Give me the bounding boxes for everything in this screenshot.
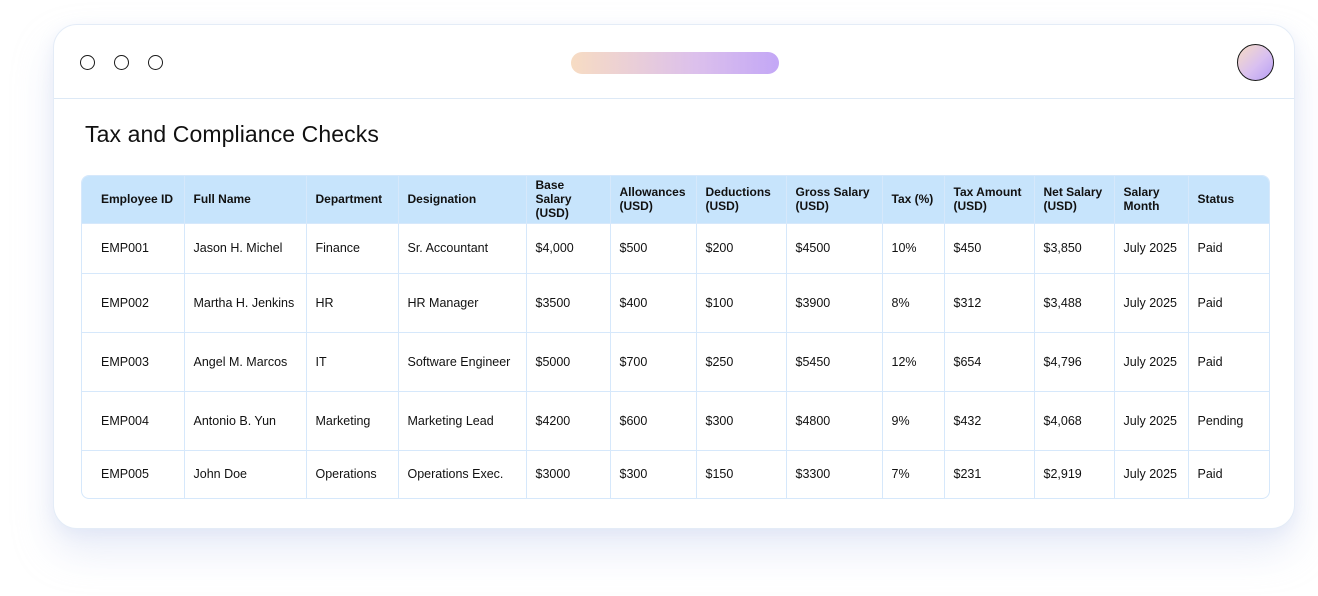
cell-status: Paid — [1197, 295, 1223, 310]
column-header-deductions[interactable]: Deductions (USD) — [696, 176, 787, 223]
cell-department: IT — [306, 332, 399, 391]
cell-deductions: $250 — [696, 332, 787, 391]
column-header-tax-amount[interactable]: Tax Amount (USD) — [944, 176, 1035, 223]
cell-status: Paid — [1197, 467, 1223, 482]
column-header-tax-percent[interactable]: Tax (%) — [882, 176, 945, 223]
column-header-employee-id[interactable]: Employee ID — [82, 176, 185, 223]
avatar[interactable] — [1237, 44, 1274, 81]
cell-base-salary: $3000 — [526, 450, 611, 498]
cell-full-name: Martha H. Jenkins — [184, 273, 307, 332]
cell-base-salary: $4,000 — [526, 223, 611, 273]
cell-allowances: $400 — [610, 273, 697, 332]
cell-gross-salary: $3900 — [786, 273, 883, 332]
cell-allowances: $700 — [610, 332, 697, 391]
cell-tax-percent: 10% — [882, 223, 945, 273]
cell-tax-percent: 8% — [882, 273, 945, 332]
cell-full-name: Angel M. Marcos — [184, 332, 307, 391]
cell-salary-month: July 2025 — [1114, 273, 1189, 332]
column-header-gross-salary[interactable]: Gross Salary (USD) — [786, 176, 883, 223]
cell-deductions: $100 — [696, 273, 787, 332]
cell-designation: Software Engineer — [398, 332, 527, 391]
cell-designation: Operations Exec. — [398, 450, 527, 498]
tax-compliance-table: Employee ID Full Name Department Designa… — [81, 175, 1270, 499]
column-header-department[interactable]: Department — [306, 176, 399, 223]
cell-tax-percent: 9% — [882, 391, 945, 450]
cell-employee-id: EMP003 — [82, 332, 185, 391]
cell-tax-amount: $312 — [944, 273, 1035, 332]
cell-status: Pending — [1197, 413, 1244, 428]
column-header-full-name[interactable]: Full Name — [184, 176, 307, 223]
cell-allowances: $500 — [610, 223, 697, 273]
table-row[interactable]: EMP001 Jason H. Michel Finance Sr. Accou… — [82, 223, 1269, 273]
cell-net-salary: $2,919 — [1034, 450, 1115, 498]
cell-department: Marketing — [306, 391, 399, 450]
address-bar[interactable] — [571, 52, 779, 74]
table-row[interactable]: EMP002 Martha H. Jenkins HR HR Manager $… — [82, 273, 1269, 332]
cell-status: Paid — [1197, 241, 1223, 255]
cell-salary-month: July 2025 — [1114, 223, 1189, 273]
cell-tax-amount: $432 — [944, 391, 1035, 450]
cell-designation: Marketing Lead — [398, 391, 527, 450]
table-row[interactable]: EMP005 John Doe Operations Operations Ex… — [82, 450, 1269, 498]
cell-salary-month: July 2025 — [1114, 332, 1189, 391]
cell-tax-amount: $654 — [944, 332, 1035, 391]
cell-net-salary: $4,796 — [1034, 332, 1115, 391]
cell-salary-month: July 2025 — [1114, 450, 1189, 498]
cell-full-name: Antonio B. Yun — [184, 391, 307, 450]
cell-base-salary: $3500 — [526, 273, 611, 332]
cell-deductions: $300 — [696, 391, 787, 450]
cell-base-salary: $5000 — [526, 332, 611, 391]
table-row[interactable]: EMP004 Antonio B. Yun Marketing Marketin… — [82, 391, 1269, 450]
cell-employee-id: EMP004 — [82, 391, 185, 450]
window-titlebar — [54, 25, 1294, 99]
column-header-salary-month[interactable]: Salary Month — [1114, 176, 1189, 223]
window-maximize-control[interactable] — [148, 55, 163, 70]
cell-full-name: John Doe — [184, 450, 307, 498]
cell-allowances: $600 — [610, 391, 697, 450]
cell-salary-month: July 2025 — [1114, 391, 1189, 450]
cell-base-salary: $4200 — [526, 391, 611, 450]
cell-designation: Sr. Accountant — [398, 223, 527, 273]
cell-department: Finance — [306, 223, 399, 273]
cell-employee-id: EMP001 — [82, 223, 185, 273]
cell-gross-salary: $4800 — [786, 391, 883, 450]
app-window: Tax and Compliance Checks Employee — [53, 24, 1295, 529]
cell-gross-salary: $3300 — [786, 450, 883, 498]
cell-employee-id: EMP002 — [82, 273, 185, 332]
cell-gross-salary: $5450 — [786, 332, 883, 391]
cell-net-salary: $3,850 — [1034, 223, 1115, 273]
cell-deductions: $200 — [696, 223, 787, 273]
column-header-allowances[interactable]: Allowances (USD) — [610, 176, 697, 223]
cell-employee-id: EMP005 — [82, 450, 185, 498]
cell-net-salary: $4,068 — [1034, 391, 1115, 450]
window-close-control[interactable] — [80, 55, 95, 70]
table-header-row: Employee ID Full Name Department Designa… — [82, 176, 1269, 223]
cell-designation: HR Manager — [398, 273, 527, 332]
cell-status: Paid — [1197, 354, 1223, 369]
window-minimize-control[interactable] — [114, 55, 129, 70]
cell-allowances: $300 — [610, 450, 697, 498]
cell-department: Operations — [306, 450, 399, 498]
cell-tax-percent: 7% — [882, 450, 945, 498]
cell-tax-amount: $450 — [944, 223, 1035, 273]
cell-gross-salary: $4500 — [786, 223, 883, 273]
column-header-designation[interactable]: Designation — [398, 176, 527, 223]
cell-department: HR — [306, 273, 399, 332]
column-header-base-salary[interactable]: Base Salary (USD) — [526, 176, 611, 223]
page-title: Tax and Compliance Checks — [85, 121, 379, 147]
cell-tax-amount: $231 — [944, 450, 1035, 498]
cell-deductions: $150 — [696, 450, 787, 498]
cell-full-name: Jason H. Michel — [184, 223, 307, 273]
column-header-net-salary[interactable]: Net Salary (USD) — [1034, 176, 1115, 223]
table-row[interactable]: EMP003 Angel M. Marcos IT Software Engin… — [82, 332, 1269, 391]
column-header-status[interactable]: Status — [1197, 192, 1235, 207]
cell-net-salary: $3,488 — [1034, 273, 1115, 332]
cell-tax-percent: 12% — [882, 332, 945, 391]
